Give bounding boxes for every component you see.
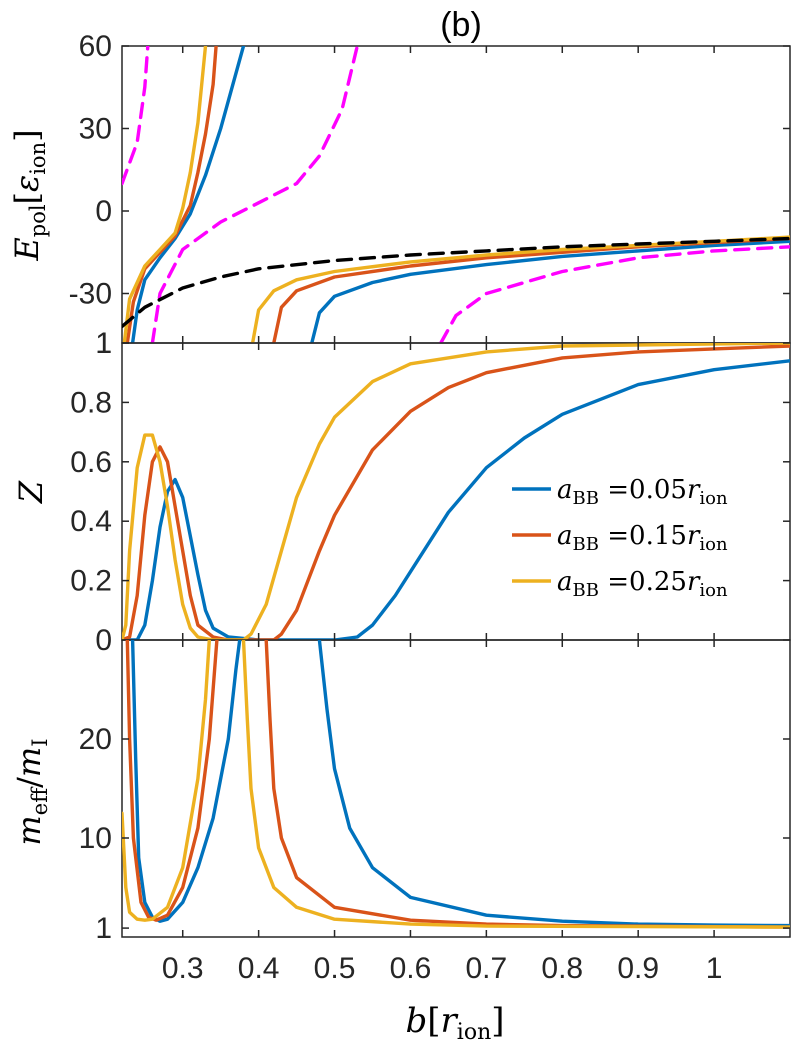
y-tick-label-z: 1 [95,327,112,360]
x-tick-label: 0.4 [238,952,280,985]
legend-label: aBB =0.05rion [557,475,728,509]
x-tick-label: 0.9 [617,952,659,985]
series-line-energy-3-1 [150,46,359,343]
plot-lines-z [122,343,790,640]
series-line-energy-3-2 [439,245,790,343]
y-axis-label-mass: meff/mI [10,738,52,845]
y-axis-label-z: Z [12,480,50,504]
series-line-mass-0-0 [130,640,242,923]
y-tick-label-mass: 20 [79,723,112,756]
series-line-mass-2-0 [122,640,211,922]
y-tick-label-energy: 0 [95,195,112,228]
x-tick-label: 0.8 [541,952,583,985]
series-line-energy-1-0 [125,46,218,343]
y-ticks-mass: 1 10 20 [79,723,790,945]
y-ticks-energy: 60 30 0 -30 1 [69,30,790,360]
series-line-mass-2-1 [241,640,790,929]
series-line-z-1-0 [122,344,790,640]
y-tick-label-energy: 1 [95,327,112,360]
y-tick-label-energy: -30 [69,278,112,311]
panel-energy: 60 30 0 -30 1 Epol[εion] [8,30,791,360]
series-line-z-2-0 [122,343,790,640]
chart-title: (b) [440,6,482,44]
plot-lines-mass [122,640,790,929]
y-ticks-z: 0 0.2 0.4 0.6 0.8 1 [70,327,790,657]
y-axis-label-energy: Epol[εion] [8,129,50,261]
y-tick-label-mass: 1 [95,912,112,945]
x-axis-label: b[rion] [405,1001,504,1043]
series-line-mass-1-0 [125,640,219,922]
panel-z: 0 0.2 0.4 0.6 0.8 1 Z aBB =0.05rion aBB =0.15r… [12,327,791,657]
series-line-energy-2-0 [122,46,208,343]
axes-box-mass [121,639,791,938]
x-tick-label: 0.3 [162,952,204,985]
series-line-mass-0-1 [317,640,790,928]
axes-box-energy [121,45,791,344]
y-tick-label-z: 0.4 [70,505,112,538]
series-line-energy-3-0 [122,46,150,186]
y-tick-label-z: 0.6 [70,446,112,479]
y-tick-label-z: 0.8 [70,386,112,419]
y-tick-label-z: 0 [95,624,112,657]
x-tick-label: 0.5 [314,952,356,985]
series-line-mass-1-1 [264,640,790,929]
legend-label: aBB =0.15rion [557,521,728,555]
series-line-energy-0-1 [310,239,790,343]
x-ticks: 0.3 0.4 0.5 0.6 0.7 0.8 0.9 1 [162,46,723,985]
panel-mass: 1 10 20 meff/mI [10,639,791,945]
x-tick-label: 1 [706,952,723,985]
series-line-energy-4-0 [122,236,790,329]
x-tick-label: 0.6 [390,952,432,985]
y-tick-label-energy: 30 [79,113,112,146]
x-tick-label: 0.7 [466,952,508,985]
y-tick-label-energy: 60 [79,30,112,63]
legend-label: aBB =0.25rion [557,567,728,601]
y-tick-label-mass: 10 [79,822,112,855]
series-line-energy-0-0 [130,46,246,343]
y-tick-label-z: 0.2 [70,565,112,598]
series-line-energy-2-1 [250,235,790,343]
legend: aBB =0.05rion aBB =0.15rion aBB =0.25rion [512,475,728,601]
plot-lines-energy [122,46,790,343]
